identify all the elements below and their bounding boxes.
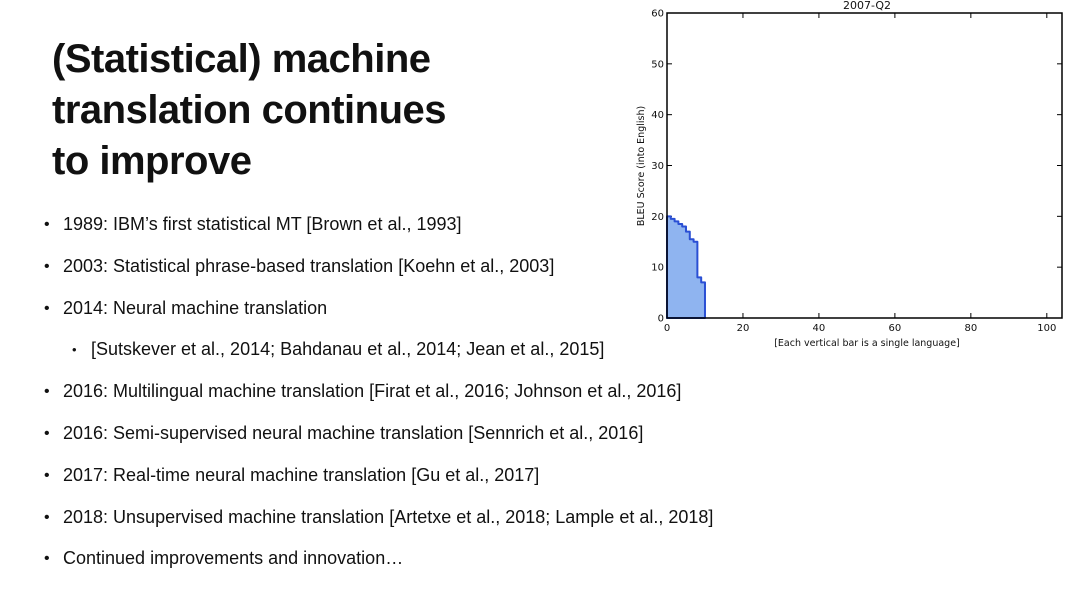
bullet-item: 2016: Multilingual machine translation […	[44, 371, 713, 413]
y-tick-label: 50	[651, 59, 664, 70]
bullet-item: 2003: Statistical phrase-based translati…	[44, 246, 713, 288]
x-tick-label: 40	[813, 323, 826, 334]
plot-frame	[666, 12, 1063, 319]
bullet-item: 2017: Real-time neural machine translati…	[44, 455, 713, 497]
x-axis-label: [Each vertical bar is a single language]	[774, 338, 960, 349]
y-tick-label: 0	[658, 314, 664, 325]
x-tick-label: 20	[737, 323, 750, 334]
sub-bullet-item: [Sutskever et al., 2014; Bahdanau et al.…	[44, 329, 713, 371]
bullet-item: Continued improvements and innovation…	[44, 538, 713, 580]
bleu-area	[666, 215, 706, 319]
x-tick-label: 0	[664, 323, 670, 334]
bullet-list: 1989: IBM’s first statistical MT [Brown …	[44, 204, 713, 580]
title-line: to improve	[52, 139, 252, 183]
x-tick-label: 80	[964, 323, 977, 334]
bullet-item: 2016: Semi-supervised neural machine tra…	[44, 413, 713, 455]
chart-title: 2007-Q2	[843, 0, 891, 12]
title-line: translation continues	[52, 88, 447, 132]
x-tick-label: 60	[889, 323, 902, 334]
bleu-chart: 2007-Q2 0 10 20 30 40 50 60 0 20 40 60 80 100 BLEU S…	[636, 0, 1063, 349]
y-axis-label: BLEU Score (into English)	[636, 106, 647, 226]
title-line: (Statistical) machine	[52, 37, 431, 81]
y-tick-label: 40	[651, 110, 664, 121]
axis-ticks: 0 10 20 30 40 50 60 0 20 40 60 80 100	[651, 9, 1062, 334]
y-tick-label: 60	[651, 9, 664, 20]
x-tick-label: 100	[1037, 323, 1056, 334]
bullet-item: 2014: Neural machine translation	[44, 288, 713, 330]
bullet-item: 1989: IBM’s first statistical MT [Brown …	[44, 204, 713, 246]
y-tick-label: 20	[651, 212, 664, 223]
bullet-item: 2018: Unsupervised machine translation […	[44, 497, 713, 539]
y-tick-label: 30	[651, 161, 664, 172]
slide-title: (Statistical) machine translation contin…	[52, 34, 612, 187]
y-tick-label: 10	[651, 263, 664, 274]
